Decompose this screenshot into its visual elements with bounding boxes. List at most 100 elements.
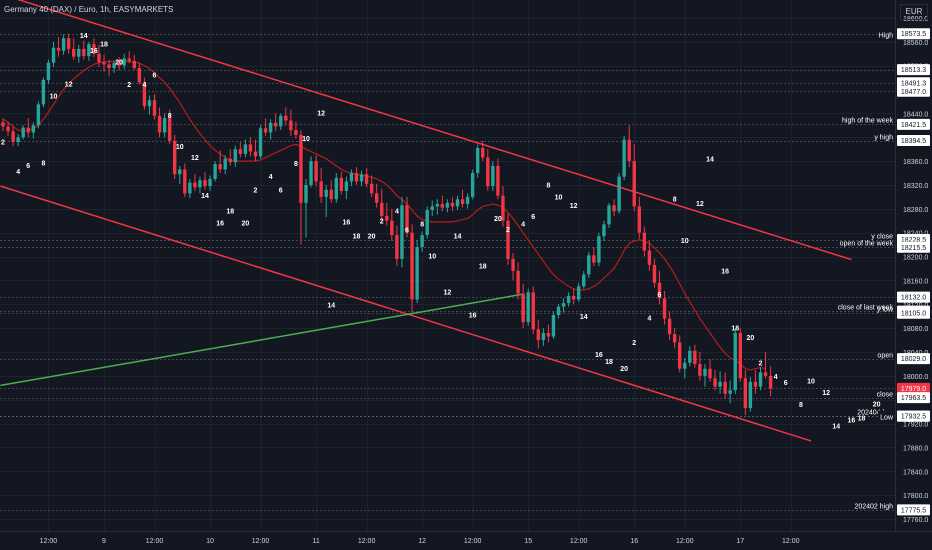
time-tick: 16 <box>630 538 638 545</box>
hour-label: 12 <box>317 111 325 118</box>
candle-body <box>450 202 455 207</box>
candle-body <box>758 372 763 387</box>
candle-body <box>228 158 232 163</box>
price-tag-label: 17775.5 <box>901 507 926 514</box>
time-axis[interactable]: 12:00 9 12:00 10 12:00 11 12:00 12 12:00 15 12:00 1… <box>40 538 800 545</box>
candle-body <box>592 255 596 263</box>
level-label-box <box>878 28 895 41</box>
channel-lower-line <box>0 185 812 442</box>
hour-label: 12 <box>444 290 452 297</box>
candle-body <box>440 204 445 208</box>
time-tick: 11 <box>312 538 319 545</box>
candle-body <box>617 176 621 212</box>
candle-body <box>763 372 768 376</box>
candle-body <box>213 164 217 179</box>
hour-label: 14 <box>454 234 462 241</box>
candle-body <box>577 286 581 300</box>
hour-label: 14 <box>327 302 335 309</box>
candle-body <box>218 164 222 170</box>
candle-body <box>460 199 465 205</box>
price-tag <box>897 135 930 147</box>
hour-label: 6 <box>658 292 662 299</box>
price-tag <box>897 504 930 516</box>
time-tick: 17 <box>736 538 744 545</box>
hour-label: 18 <box>605 359 613 366</box>
hour-label: 8 <box>294 161 298 168</box>
hour-label: 10 <box>302 136 310 143</box>
price-tag <box>897 241 930 253</box>
candle-body <box>688 350 692 363</box>
hour-label: 2 <box>759 361 763 368</box>
candle-body <box>753 381 758 387</box>
price-tag-label: 18573.5 <box>901 31 926 38</box>
hour-label: 10 <box>807 379 815 386</box>
candle-body <box>743 378 748 409</box>
candle-body <box>299 134 303 203</box>
candle-body <box>188 182 192 194</box>
candle-body <box>657 282 662 299</box>
candle-body <box>551 315 556 337</box>
price-tag <box>897 28 930 40</box>
price-tag-label: 18215.5 <box>901 245 926 252</box>
candle-body <box>526 292 530 323</box>
price-tag <box>897 307 930 319</box>
price-tick: 17800.0 <box>903 493 928 500</box>
candle-body <box>56 47 61 51</box>
candle-body <box>354 173 359 182</box>
level-label: high of the week <box>842 118 893 125</box>
price-tick: 18560.0 <box>903 40 928 47</box>
candle-body <box>481 147 485 158</box>
candle-body <box>223 158 227 170</box>
time-tick: 12:00 <box>676 538 694 545</box>
hour-label: 2 <box>506 227 510 234</box>
hour-label: 6 <box>279 188 283 195</box>
price-tag-label: 18228.5 <box>901 237 926 244</box>
candle-body <box>314 161 318 182</box>
candle-body <box>647 250 652 265</box>
candle-body <box>274 122 278 127</box>
candle-body <box>359 174 364 182</box>
candle-body <box>465 196 470 205</box>
level-label: open of the week <box>840 241 894 248</box>
hour-label: 4 <box>647 315 651 322</box>
level-label: 202402 high <box>854 504 893 511</box>
candle-body <box>571 295 576 300</box>
candle-body <box>612 205 616 212</box>
price-tick: 18000.0 <box>903 374 928 381</box>
candle-body <box>167 118 172 141</box>
candle-body <box>51 47 56 63</box>
candle-body <box>662 298 667 319</box>
price-tag-label: 18105.0 <box>901 311 926 318</box>
candle-body <box>420 235 424 248</box>
level-label: open <box>877 353 893 360</box>
candle-body <box>768 375 773 389</box>
candle-body <box>708 368 712 379</box>
currency-button[interactable]: EUR <box>900 4 928 20</box>
candle-body <box>284 115 288 121</box>
price-tag-label: 17979.0 <box>901 386 926 393</box>
candle-body <box>455 199 460 207</box>
hour-label: 16 <box>469 312 477 319</box>
candle-body <box>46 62 51 80</box>
candle-body <box>72 48 76 57</box>
candle-body <box>521 293 525 323</box>
candle-body <box>26 127 30 133</box>
candle-body <box>294 130 298 135</box>
hour-label: 2 <box>127 82 131 89</box>
price-tick: 18160.0 <box>903 278 928 285</box>
hour-label: 16 <box>216 221 224 228</box>
candle-body <box>693 350 697 364</box>
candle-body <box>334 177 338 200</box>
price-tag <box>897 64 930 76</box>
candle-body <box>561 303 566 307</box>
hour-label: 20 <box>620 366 628 373</box>
candle-body <box>233 149 237 163</box>
price-tick: 17840.0 <box>903 469 928 476</box>
candle-body <box>203 180 207 187</box>
level-label: y low <box>877 307 894 314</box>
candle-body <box>61 38 66 51</box>
price-tick: 18320.0 <box>903 183 928 190</box>
price-tag <box>897 118 930 130</box>
